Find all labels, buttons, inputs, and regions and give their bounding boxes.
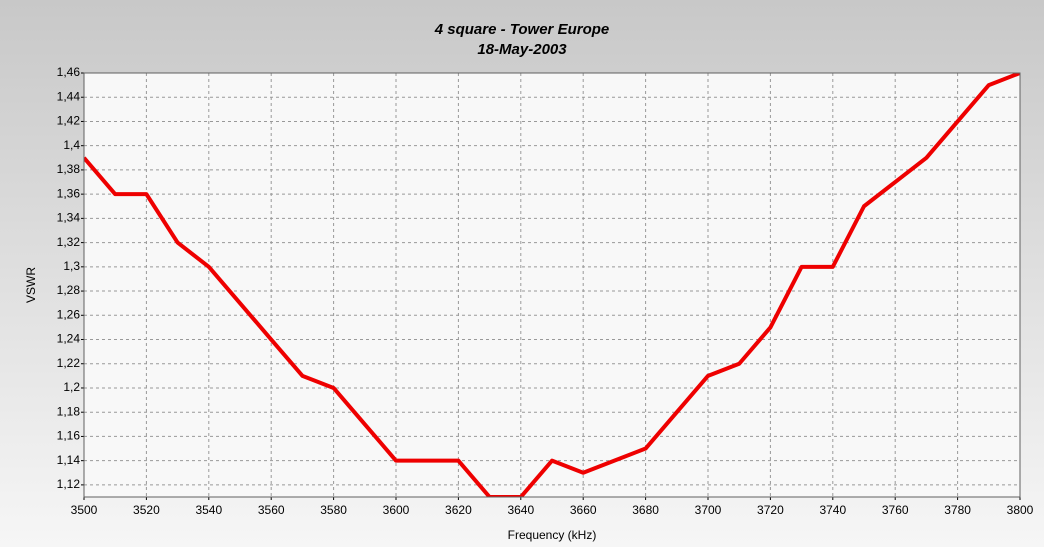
plot-border (83, 72, 1021, 498)
y-tick-label: 1,12 (57, 477, 81, 491)
x-tick-label: 3700 (695, 503, 722, 517)
x-tick-label: 3740 (819, 503, 846, 517)
y-tick-label: 1,32 (57, 235, 81, 249)
x-tick-label: 3720 (757, 503, 784, 517)
data-line (84, 73, 1020, 497)
x-tick-label: 3600 (383, 503, 410, 517)
y-tick-label: 1,38 (57, 162, 81, 176)
x-axis-label: Frequency (kHz) (508, 528, 597, 542)
x-tick-label: 3680 (632, 503, 659, 517)
y-tick-label: 1,36 (57, 186, 81, 200)
y-tick-label: 1,2 (63, 380, 80, 394)
y-tick-label: 1,44 (57, 89, 81, 103)
chart-title: 4 square - Tower Europe (434, 21, 610, 38)
y-tick-label: 1,3 (63, 259, 80, 273)
y-tick-label: 1,26 (57, 307, 81, 321)
y-tick-label: 1,28 (57, 283, 81, 297)
x-tick-label: 3560 (258, 503, 285, 517)
x-tick-label: 3660 (570, 503, 597, 517)
y-tick-label: 1,18 (57, 404, 81, 418)
y-tick-label: 1,46 (57, 65, 81, 79)
y-tick-label: 1,42 (57, 114, 81, 128)
x-tick-label: 3580 (320, 503, 347, 517)
y-tick-label: 1,14 (57, 453, 81, 467)
y-tick-label: 1,4 (63, 138, 80, 152)
x-tick-label: 3640 (507, 503, 534, 517)
y-tick-label: 1,22 (57, 356, 81, 370)
y-tick-label: 1,16 (57, 429, 81, 443)
x-tick-label: 3540 (195, 503, 222, 517)
x-tick-label: 3800 (1007, 503, 1034, 517)
chart-subtitle: 18-May-2003 (477, 41, 567, 58)
y-axis-label: VSWR (24, 267, 38, 303)
x-tick-label: 3760 (882, 503, 909, 517)
x-tick-label: 3500 (71, 503, 98, 517)
y-tick-label: 1,24 (57, 332, 81, 346)
plot-area (83, 72, 1021, 498)
y-tick-label: 1,34 (57, 211, 81, 225)
x-tick-label: 3620 (445, 503, 472, 517)
x-tick-label: 3520 (133, 503, 160, 517)
x-tick-label: 3780 (944, 503, 971, 517)
